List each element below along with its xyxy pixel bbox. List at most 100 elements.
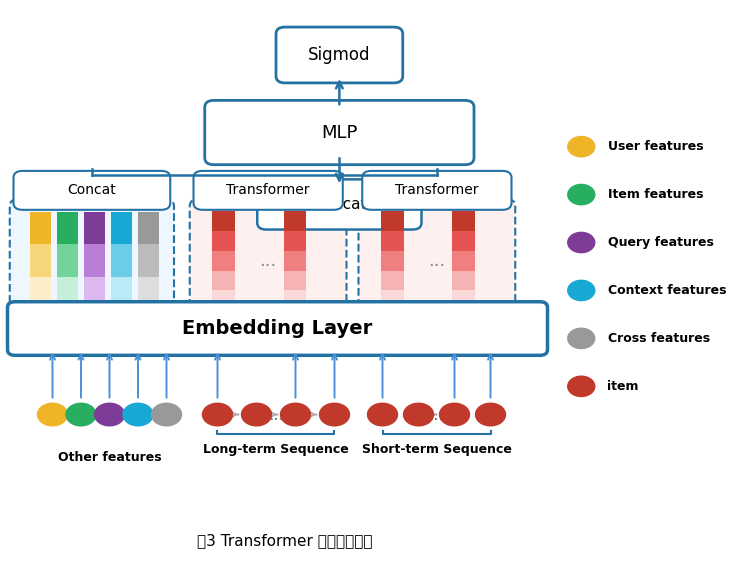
Bar xyxy=(44,170,64,182)
Bar xyxy=(284,251,306,271)
Bar xyxy=(284,290,306,310)
Text: Other features: Other features xyxy=(58,451,161,464)
Text: Context features: Context features xyxy=(608,284,726,297)
Bar xyxy=(256,170,274,182)
Bar xyxy=(407,170,425,182)
Bar xyxy=(57,212,78,244)
Bar xyxy=(452,212,475,231)
Text: Transformer: Transformer xyxy=(226,183,310,197)
Bar xyxy=(443,170,461,182)
Circle shape xyxy=(66,403,96,426)
FancyBboxPatch shape xyxy=(205,100,474,165)
Bar xyxy=(425,170,443,182)
Bar xyxy=(57,277,78,310)
FancyBboxPatch shape xyxy=(358,199,515,323)
Bar xyxy=(381,251,404,271)
Bar xyxy=(106,170,128,182)
Bar xyxy=(452,290,475,310)
Bar xyxy=(212,231,235,251)
Text: MLP: MLP xyxy=(321,124,358,142)
FancyBboxPatch shape xyxy=(10,199,174,323)
FancyBboxPatch shape xyxy=(8,302,548,355)
Circle shape xyxy=(38,403,68,426)
Text: Cross features: Cross features xyxy=(608,332,709,345)
Bar xyxy=(86,170,106,182)
Circle shape xyxy=(568,232,595,253)
Circle shape xyxy=(568,136,595,157)
Text: item: item xyxy=(608,380,639,393)
Bar xyxy=(220,170,238,182)
Text: Embedding Layer: Embedding Layer xyxy=(182,319,373,338)
Circle shape xyxy=(280,403,310,426)
Text: ...: ... xyxy=(260,252,277,270)
FancyBboxPatch shape xyxy=(276,27,403,83)
Bar xyxy=(30,277,51,310)
Bar xyxy=(111,212,132,244)
Bar xyxy=(284,231,306,251)
Bar xyxy=(212,271,235,290)
Circle shape xyxy=(368,403,398,426)
Text: ...: ... xyxy=(428,252,445,270)
Text: Transformer: Transformer xyxy=(395,183,478,197)
Circle shape xyxy=(568,328,595,349)
Bar xyxy=(238,170,256,182)
Text: User features: User features xyxy=(608,140,703,153)
Circle shape xyxy=(568,376,595,396)
Bar xyxy=(284,271,306,290)
Circle shape xyxy=(476,403,506,426)
Circle shape xyxy=(94,403,124,426)
Bar xyxy=(57,244,78,277)
Circle shape xyxy=(568,280,595,301)
Bar xyxy=(381,271,404,290)
Text: Concat: Concat xyxy=(68,183,116,197)
Bar xyxy=(138,212,159,244)
Circle shape xyxy=(568,184,595,205)
Bar xyxy=(22,170,44,182)
Bar xyxy=(202,170,220,182)
Bar xyxy=(452,231,475,251)
Bar xyxy=(84,212,105,244)
Bar xyxy=(111,277,132,310)
Bar xyxy=(381,231,404,251)
Bar xyxy=(212,212,235,231)
Bar xyxy=(212,251,235,271)
Bar xyxy=(212,290,235,310)
Bar xyxy=(84,244,105,277)
FancyBboxPatch shape xyxy=(362,171,512,210)
Text: 图3 Transformer 行为序列建模: 图3 Transformer 行为序列建模 xyxy=(197,533,373,548)
Text: Long-term Sequence: Long-term Sequence xyxy=(203,443,349,456)
Circle shape xyxy=(404,403,433,426)
Bar xyxy=(371,170,389,182)
FancyBboxPatch shape xyxy=(257,179,422,230)
Bar xyxy=(381,290,404,310)
Bar xyxy=(128,170,148,182)
Text: Sigmod: Sigmod xyxy=(308,46,370,64)
Text: Query features: Query features xyxy=(608,236,713,249)
Bar xyxy=(64,170,86,182)
Circle shape xyxy=(123,403,153,426)
Text: ...: ... xyxy=(429,406,444,424)
Bar xyxy=(84,277,105,310)
Circle shape xyxy=(202,403,232,426)
Bar xyxy=(138,277,159,310)
FancyBboxPatch shape xyxy=(194,171,343,210)
Bar xyxy=(30,212,51,244)
Circle shape xyxy=(152,403,182,426)
Bar xyxy=(452,271,475,290)
Text: Item features: Item features xyxy=(608,188,703,201)
Text: ...: ... xyxy=(268,406,284,424)
Bar xyxy=(284,212,306,231)
Bar xyxy=(111,244,132,277)
Circle shape xyxy=(242,403,272,426)
Bar xyxy=(389,170,407,182)
Circle shape xyxy=(440,403,470,426)
Bar xyxy=(138,244,159,277)
FancyBboxPatch shape xyxy=(190,199,346,323)
Bar xyxy=(274,170,292,182)
Circle shape xyxy=(320,403,350,426)
Text: Short-term Sequence: Short-term Sequence xyxy=(362,443,512,456)
Bar xyxy=(30,244,51,277)
Bar xyxy=(452,251,475,271)
Text: Concat: Concat xyxy=(313,197,366,212)
FancyBboxPatch shape xyxy=(13,171,170,210)
